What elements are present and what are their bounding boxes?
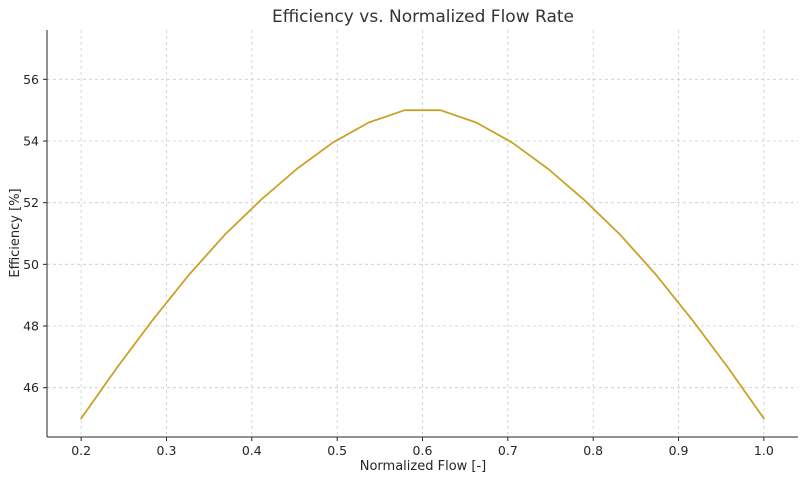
efficiency-series-line: [80, 109, 765, 420]
x-tick-label: 0.2: [71, 443, 91, 458]
x-tick-label: 1.0: [754, 443, 774, 458]
y-axis-ticks: 46 48 50 52 54 56: [23, 72, 47, 395]
x-axis-label: Normalized Flow [-]: [360, 459, 487, 474]
y-tick-label: 56: [23, 72, 39, 87]
y-tick-label: 48: [23, 319, 39, 334]
grid: [47, 30, 798, 437]
x-axis-ticks: 0.2 0.3 0.4 0.5 0.6 0.7 0.8 0.9 1.0: [71, 437, 774, 458]
x-tick-label: 0.7: [498, 443, 518, 458]
y-tick-label: 50: [23, 257, 39, 272]
x-tick-label: 0.4: [242, 443, 262, 458]
series-layer: [80, 109, 765, 420]
x-tick-label: 0.8: [583, 443, 603, 458]
y-tick-label: 46: [23, 380, 39, 395]
y-tick-label: 54: [23, 134, 39, 149]
x-tick-label: 0.5: [327, 443, 347, 458]
chart-title: Efficiency vs. Normalized Flow Rate: [272, 7, 574, 27]
y-tick-label: 52: [23, 195, 39, 210]
x-tick-label: 0.9: [669, 443, 689, 458]
x-tick-label: 0.6: [413, 443, 433, 458]
y-axis-label: Efficiency [%]: [8, 188, 23, 277]
x-tick-label: 0.3: [157, 443, 177, 458]
